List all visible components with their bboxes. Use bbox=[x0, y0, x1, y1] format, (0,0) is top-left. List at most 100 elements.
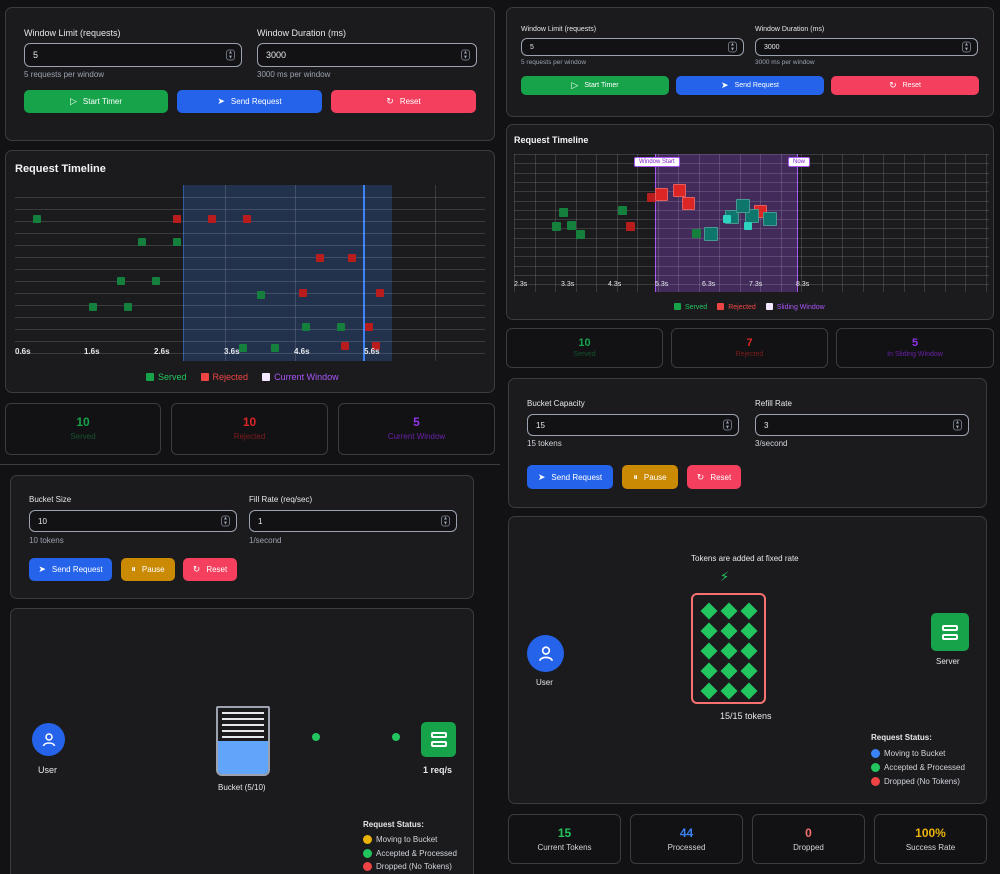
bucket-size-value: 10 bbox=[38, 516, 47, 526]
grid-line bbox=[15, 341, 485, 342]
grid-line bbox=[514, 200, 989, 202]
reset-button[interactable]: ↻ Reset bbox=[331, 90, 476, 113]
reset-button[interactable]: ↻ Reset bbox=[831, 76, 979, 95]
served-request bbox=[270, 343, 279, 352]
tick-label: 3.6s bbox=[224, 347, 240, 356]
legend-served: Served bbox=[674, 303, 707, 311]
served-request bbox=[256, 290, 265, 299]
refill-rate-label: Refill Rate bbox=[755, 399, 792, 408]
send-icon: ➤ bbox=[721, 80, 729, 90]
stepper-icon[interactable]: ▲ ▼ bbox=[226, 49, 235, 61]
rejected-request bbox=[372, 341, 380, 350]
stepper-icon[interactable]: ▲ ▼ bbox=[953, 419, 962, 431]
send-request-label: Send Request bbox=[551, 472, 603, 482]
grid-line bbox=[534, 154, 536, 292]
grid-line bbox=[514, 237, 989, 239]
tick-label: 2.3s bbox=[514, 281, 528, 288]
window-duration-input[interactable]: 3000 ▲ ▼ bbox=[755, 38, 978, 56]
grid-line bbox=[801, 154, 802, 292]
reset-icon: ↻ bbox=[696, 471, 705, 482]
stat-label: Current Window bbox=[387, 432, 446, 441]
fill-rate-input[interactable]: 1 ▲ ▼ bbox=[249, 510, 457, 532]
bucket-size-input[interactable]: 10 ▲ ▼ bbox=[29, 510, 237, 532]
stat-label: Dropped bbox=[793, 843, 824, 852]
user-label: User bbox=[38, 765, 58, 775]
reset-label: Reset bbox=[206, 565, 228, 574]
grid-line bbox=[435, 185, 436, 361]
served-request bbox=[576, 230, 585, 239]
stepper-icon[interactable]: ▲ ▼ bbox=[441, 515, 450, 527]
reset-icon: ↻ bbox=[192, 564, 201, 574]
stat-value: 44 bbox=[679, 826, 694, 840]
grid-line bbox=[15, 329, 485, 330]
legend-rejected: Rejected bbox=[200, 372, 248, 382]
send-request-button[interactable]: ➤ Send Request bbox=[676, 76, 824, 95]
stepper-icon[interactable]: ▲ ▼ bbox=[728, 41, 737, 53]
fill-rate-hint: 1/second bbox=[249, 536, 282, 545]
stepper-icon[interactable]: ▲ ▼ bbox=[221, 515, 230, 527]
bucket bbox=[216, 706, 270, 776]
stepper-icon[interactable]: ▲ ▼ bbox=[723, 419, 732, 431]
start-timer-button[interactable]: ▷ Start Timer bbox=[521, 76, 669, 95]
send-request-button[interactable]: ➤ Send Request bbox=[177, 90, 322, 113]
reset-button[interactable]: ↻ Reset bbox=[183, 558, 237, 581]
grid-line bbox=[15, 305, 485, 306]
token bbox=[720, 622, 738, 640]
stat-label: Rejected bbox=[735, 351, 764, 358]
timeline-title: Request Timeline bbox=[15, 163, 106, 175]
stepper-icon[interactable]: ▲ ▼ bbox=[461, 49, 470, 61]
rejected-request bbox=[673, 184, 686, 197]
reset-icon: ↻ bbox=[889, 80, 897, 90]
config-card: Bucket Capacity 15 ▲ ▼ 15 tokens Refill R… bbox=[508, 378, 987, 508]
grid-line bbox=[903, 154, 905, 292]
pause-button[interactable]: ⏸ Pause bbox=[121, 558, 175, 581]
stat-label: Current Tokens bbox=[537, 843, 592, 852]
panel-token-bucket: Bucket Capacity 15 ▲ ▼ 15 tokens Refill R… bbox=[500, 374, 1000, 874]
window-limit-hint: 5 requests per window bbox=[521, 59, 587, 66]
served-request bbox=[723, 215, 731, 223]
bucket-capacity-input[interactable]: 15 ▲ ▼ bbox=[527, 414, 739, 436]
window-duration-value: 3000 bbox=[266, 50, 287, 60]
token bbox=[720, 662, 738, 680]
tick-label: 6.3s bbox=[702, 281, 716, 288]
window-limit-input[interactable]: 5 ▲ ▼ bbox=[24, 43, 242, 67]
send-request-label: Send Request bbox=[734, 82, 779, 89]
stat-value: 100% bbox=[915, 826, 946, 840]
tick-label: 5.6s bbox=[364, 347, 380, 356]
send-request-button[interactable]: ➤ Send Request bbox=[527, 465, 613, 489]
served-request bbox=[123, 303, 132, 312]
served-request bbox=[763, 212, 777, 226]
grid-line bbox=[514, 154, 515, 292]
token-bucket bbox=[691, 593, 766, 704]
grid-line bbox=[842, 154, 843, 292]
stepper-icon[interactable]: ▲ ▼ bbox=[962, 41, 971, 53]
panel-fixed-window: Window Limit (requests) 5 ▲ ▼ 5 requests … bbox=[0, 0, 500, 462]
grid-line bbox=[985, 154, 987, 292]
served-request bbox=[744, 222, 752, 230]
served-request bbox=[618, 206, 627, 215]
stat-in-sliding-window: 5 In Sliding Window bbox=[836, 328, 994, 368]
refill-rate-value: 3 bbox=[764, 420, 769, 430]
pause-button[interactable]: ⏸ Pause bbox=[622, 465, 678, 489]
refill-rate-input[interactable]: 3 ▲ ▼ bbox=[755, 414, 969, 436]
pause-label: Pause bbox=[643, 472, 667, 482]
grid-line bbox=[15, 245, 485, 246]
grid-line bbox=[698, 154, 700, 292]
rejected-request bbox=[682, 197, 695, 210]
bucket-capacity-label: Bucket Capacity bbox=[527, 399, 585, 408]
rejected-request bbox=[298, 289, 307, 298]
send-request-button[interactable]: ➤ Send Request bbox=[29, 558, 112, 581]
bucket-visual-card: Tokens are added at fixed rate ⚡ User 15… bbox=[508, 516, 987, 804]
served-request bbox=[704, 227, 718, 241]
status-accepted: Accepted & Processed bbox=[871, 763, 965, 772]
request-dot bbox=[392, 733, 400, 741]
window-limit-input[interactable]: 5 ▲ ▼ bbox=[521, 38, 744, 56]
bucket-fill bbox=[218, 741, 268, 774]
fill-rate-label: Fill Rate (req/sec) bbox=[249, 495, 313, 504]
rejected-request bbox=[340, 341, 349, 350]
window-duration-input[interactable]: 3000 ▲ ▼ bbox=[257, 43, 477, 67]
reset-button[interactable]: ↻ Reset bbox=[687, 465, 741, 489]
send-request-label: Send Request bbox=[230, 97, 282, 106]
start-timer-button[interactable]: ▷ Start Timer bbox=[24, 90, 168, 113]
